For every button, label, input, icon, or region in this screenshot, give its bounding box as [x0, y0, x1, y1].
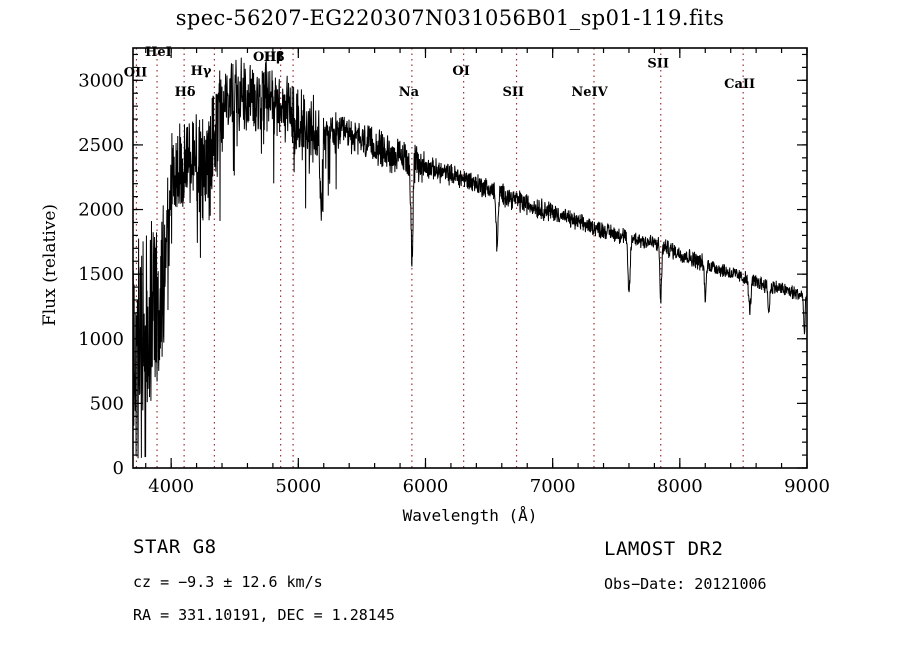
- y-tick-label: 2000: [78, 200, 124, 221]
- axis-ticks-group: [133, 48, 808, 469]
- x-tick-label: 6000: [403, 476, 449, 497]
- annotation-label-Na: Na: [399, 85, 420, 100]
- y-tick-label: 1500: [78, 264, 124, 285]
- annotation-label-OIII: OIII: [253, 50, 283, 65]
- x-tick-labels: 4000 5000 6000 7000 8000 9000: [148, 476, 830, 497]
- coordinates-line: RA = 331.10191, DEC = 1.28145: [133, 606, 395, 624]
- y-tick-label: 2500: [78, 135, 124, 156]
- y-axis-title: Flux (relative): [18, 0, 60, 326]
- x-tick-label: 8000: [657, 476, 703, 497]
- y-tick-label: 3000: [78, 70, 124, 91]
- spectrum-trace: [132, 57, 808, 459]
- line-marker-group: [135, 48, 744, 468]
- annotation-label-CaII: CaII: [724, 77, 755, 92]
- y-tick-label: 500: [90, 393, 124, 414]
- page-title: spec-56207-EG220307N031056B01_sp01-119.f…: [175, 6, 725, 30]
- x-tick-label: 7000: [530, 476, 576, 497]
- observation-date: Obs−Date: 20121006: [604, 575, 767, 593]
- y-tick-label: 1000: [78, 329, 124, 350]
- annotation-label-Hδ: Hδ: [175, 85, 196, 100]
- x-tick-label: 9000: [784, 476, 830, 497]
- x-tick-label: 5000: [275, 476, 321, 497]
- redshift-velocity-line: cz = −9.3 ± 12.6 km/s: [133, 573, 323, 591]
- annotation-label-NeIV: NeIV: [571, 85, 608, 100]
- object-class-line: STAR G8: [133, 536, 217, 558]
- annotation-label-HeI: HeI: [145, 45, 172, 60]
- annotation-label-SII: SII: [647, 56, 669, 71]
- annotation-label-SII: SII: [502, 85, 524, 100]
- survey-name: LAMOST DR2: [604, 538, 724, 560]
- axis-frame-group: [132, 47, 808, 469]
- plot-frame: [132, 47, 808, 469]
- annotation-label-Hβ: Hβ: [264, 50, 285, 65]
- x-axis-title: Wavelength (Å): [402, 506, 538, 525]
- annotation-label-OI: OI: [452, 64, 469, 79]
- annotation-label-OII: OII: [124, 65, 148, 80]
- spectrum-trace-group: [132, 57, 808, 459]
- y-tick-labels: 0 500 1000 1500 2000 2500 3000: [78, 70, 124, 479]
- x-tick-label: 4000: [148, 476, 194, 497]
- y-axis-title-text: Flux (relative): [40, 203, 60, 327]
- annotation-label-Hγ: Hγ: [191, 64, 212, 79]
- y-tick-label: 0: [113, 458, 124, 479]
